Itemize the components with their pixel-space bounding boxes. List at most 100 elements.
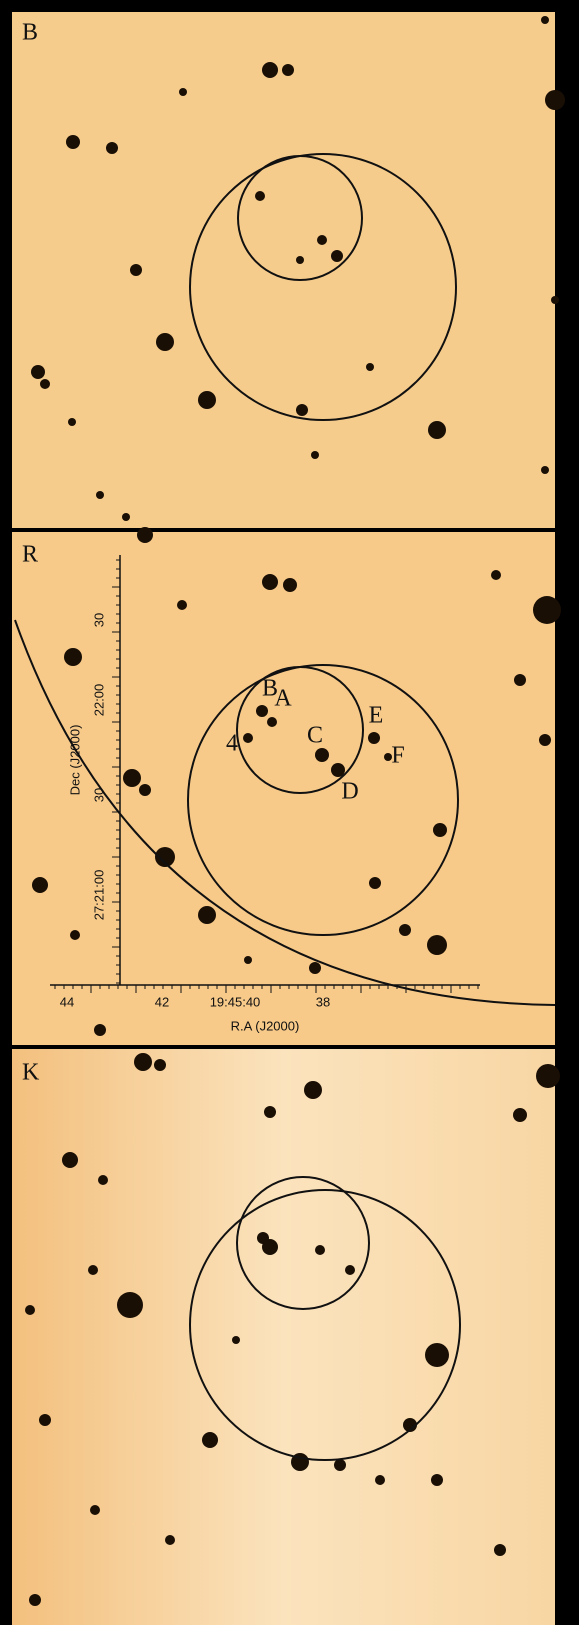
x-axis-label: R.A (J2000) — [231, 1018, 300, 1033]
panel-label: K — [22, 1060, 40, 1086]
star — [94, 1024, 106, 1036]
star — [165, 1535, 175, 1545]
star — [31, 365, 45, 379]
star — [98, 1175, 108, 1185]
star — [267, 717, 277, 727]
star — [513, 1108, 527, 1122]
source-label: A — [274, 686, 292, 712]
star — [244, 956, 252, 964]
star — [96, 491, 104, 499]
star — [296, 404, 308, 416]
star — [106, 142, 118, 154]
star — [232, 1336, 240, 1344]
star — [304, 1081, 322, 1099]
x-tick-label: 44 — [60, 994, 74, 1009]
source-label: E — [369, 703, 384, 729]
source-label: D — [341, 779, 358, 805]
star — [130, 264, 142, 276]
star — [427, 935, 447, 955]
star — [433, 823, 447, 837]
star — [494, 1544, 506, 1556]
star — [62, 1152, 78, 1168]
star — [198, 391, 216, 409]
axis-ticks — [54, 559, 479, 993]
star — [29, 1594, 41, 1606]
star — [137, 527, 153, 543]
star — [202, 1432, 218, 1448]
y-tick-label: 30 — [91, 613, 106, 627]
y-tick-label: 27:21:00 — [91, 870, 106, 921]
y-tick-label: 30 — [91, 788, 106, 802]
aperture-small — [237, 155, 363, 281]
star — [282, 64, 294, 76]
x-tick-label: 19:45:40 — [210, 994, 261, 1009]
star — [369, 877, 381, 889]
aperture-large — [189, 1189, 461, 1461]
y-axis-label: Dec (J2000) — [67, 725, 82, 796]
star — [317, 235, 327, 245]
star — [70, 930, 80, 940]
star — [368, 732, 380, 744]
star — [134, 1053, 152, 1071]
star — [177, 600, 187, 610]
x-tick-label: 38 — [316, 994, 330, 1009]
star — [198, 906, 216, 924]
star — [139, 784, 151, 796]
star — [262, 62, 278, 78]
y-tick-label: 22:00 — [91, 684, 106, 717]
star — [514, 674, 526, 686]
star — [122, 513, 130, 521]
star — [375, 1475, 385, 1485]
star — [123, 769, 141, 787]
star — [399, 924, 411, 936]
star — [331, 763, 345, 777]
panel-b — [12, 12, 555, 528]
star — [384, 753, 392, 761]
star — [311, 451, 319, 459]
star — [334, 1459, 346, 1471]
star — [403, 1418, 417, 1432]
star — [491, 570, 501, 580]
aperture-large — [189, 153, 457, 421]
aperture-large — [187, 664, 459, 936]
star — [255, 191, 265, 201]
star — [315, 1245, 325, 1255]
star — [309, 962, 321, 974]
star — [256, 705, 268, 717]
star — [39, 1414, 51, 1426]
source-label: C — [307, 723, 323, 749]
star — [156, 333, 174, 351]
panel-label: B — [22, 20, 38, 46]
aperture-small — [236, 666, 364, 794]
star — [331, 250, 343, 262]
star — [551, 296, 559, 304]
star — [431, 1474, 443, 1486]
star — [40, 379, 50, 389]
star — [283, 578, 297, 592]
star — [66, 135, 80, 149]
star — [32, 877, 48, 893]
star — [68, 418, 76, 426]
star — [366, 363, 374, 371]
star — [64, 648, 82, 666]
star — [536, 1064, 560, 1088]
x-tick-label: 42 — [155, 994, 169, 1009]
source-label: B — [262, 676, 278, 702]
star — [155, 847, 175, 867]
star — [541, 466, 549, 474]
star — [154, 1059, 166, 1071]
star — [88, 1265, 98, 1275]
star — [533, 596, 561, 624]
star — [257, 1232, 269, 1244]
source-label: F — [391, 743, 404, 769]
star — [25, 1305, 35, 1315]
star — [264, 1106, 276, 1118]
star — [179, 88, 187, 96]
source-label: 4 — [226, 731, 238, 757]
star — [243, 733, 253, 743]
star — [541, 16, 549, 24]
star — [545, 90, 565, 110]
star — [117, 1292, 143, 1318]
